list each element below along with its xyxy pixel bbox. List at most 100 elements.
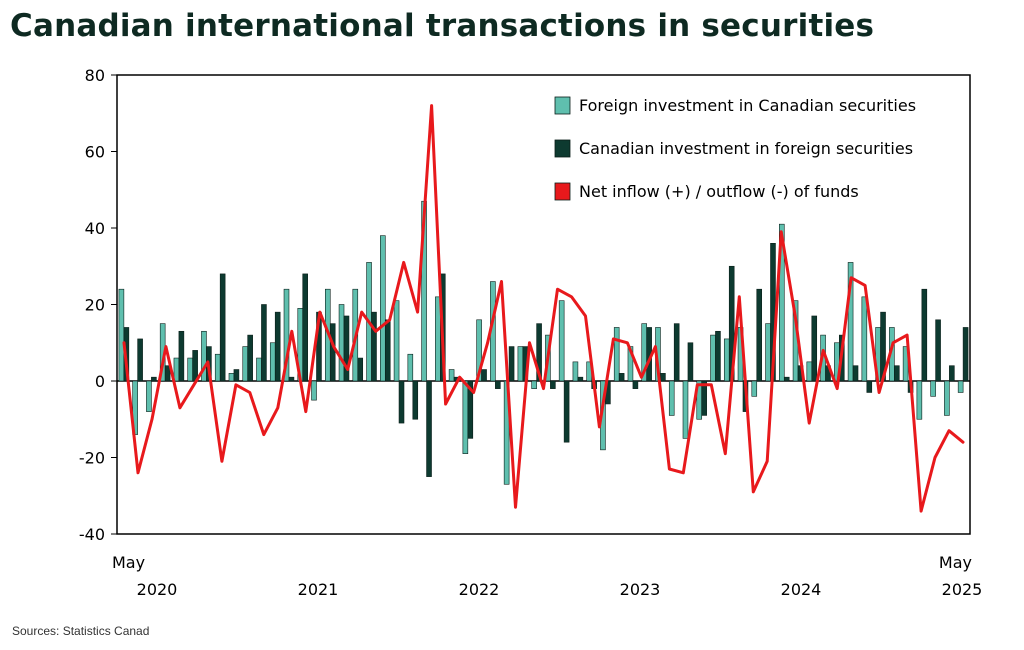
foreign-investment-bar	[448, 369, 455, 382]
foreign-investment-bar	[944, 380, 950, 416]
canadian-investment-bar	[894, 365, 900, 382]
canadian-investment-bar	[701, 380, 707, 416]
canadian-investment-bar	[811, 315, 818, 382]
foreign-investment-bar	[558, 300, 565, 382]
canadian-investment-bar	[467, 380, 474, 439]
canadian-investment-bar	[563, 380, 570, 443]
legend-label: Canadian investment in foreign securitie…	[579, 139, 913, 158]
foreign-investment-bar	[765, 323, 771, 382]
foreign-investment-bar	[572, 361, 579, 382]
foreign-investment-bar	[668, 380, 675, 416]
x-year-label: 2023	[620, 580, 661, 599]
y-tick-label: -20	[79, 449, 105, 468]
canadian-investment-bar	[274, 311, 281, 382]
foreign-investment-bar	[256, 357, 262, 382]
tick-label-layer: -40 -20 0 20 40 60 80 May May 2020 2021 2022 2023 202…	[79, 66, 983, 599]
foreign-investment-bar	[476, 319, 482, 382]
canadian-investment-bar	[508, 346, 515, 382]
foreign-investment-bar	[957, 380, 964, 393]
x-year-label: 2025	[942, 580, 983, 599]
foreign-investment-bar	[930, 380, 936, 397]
foreign-investment-bar	[173, 357, 180, 382]
foreign-investment-bar	[269, 342, 276, 382]
foreign-investment-bar	[517, 346, 524, 382]
foreign-investment-bar	[751, 380, 758, 397]
foreign-investment-bar	[311, 380, 317, 401]
canadian-investment-bar	[866, 380, 873, 393]
foreign-investment-bar	[146, 380, 152, 412]
canadian-investment-bar	[949, 365, 955, 382]
canadian-investment-bar	[687, 342, 694, 382]
canadian-investment-bar	[398, 380, 405, 424]
foreign-investment-bar	[380, 235, 386, 382]
page-title: Canadian international transactions in s…	[10, 8, 875, 44]
canadian-investment-bar	[962, 327, 969, 382]
canadian-investment-bar	[164, 365, 171, 382]
foreign-investment-bar	[710, 334, 716, 382]
bar-layer	[118, 200, 969, 485]
net-flow-line	[122, 104, 965, 513]
foreign-investment-bar	[283, 288, 290, 382]
canadian-investment-bar	[618, 373, 625, 382]
foreign-investment-bar	[531, 380, 537, 389]
legend-swatch	[554, 139, 571, 158]
canadian-investment-bar	[329, 323, 336, 382]
securities-chart: -40 -20 0 20 40 60 80 May May 2020 2021 2022 2023 202…	[79, 66, 983, 599]
foreign-investment-bar	[228, 373, 235, 382]
canadian-investment-bar	[921, 288, 928, 382]
canadian-investment-bar	[137, 338, 143, 382]
canadian-investment-bar	[660, 373, 666, 382]
y-tick-label: 0	[95, 372, 105, 391]
legend-label: Net inflow (+) / outflow (-) of funds	[579, 182, 859, 201]
canadian-investment-bar	[495, 380, 501, 389]
legend-label: Foreign investment in Canadian securitie…	[579, 96, 916, 115]
canadian-investment-bar	[219, 273, 226, 382]
foreign-investment-bar	[338, 304, 345, 382]
canadian-investment-bar	[481, 369, 487, 382]
source-note: Sources: Statistics Canad	[12, 624, 150, 638]
foreign-investment-bar	[187, 357, 193, 382]
canadian-investment-bar	[343, 315, 350, 382]
x-start-month-label: May	[112, 553, 145, 572]
canadian-investment-bar	[756, 288, 763, 382]
foreign-investment-bar	[613, 327, 620, 382]
foreign-investment-bar	[723, 338, 730, 382]
foreign-investment-bar	[242, 346, 249, 382]
y-tick-label: 80	[85, 66, 105, 85]
x-end-month-label: May	[939, 553, 972, 572]
x-year-label: 2021	[298, 580, 339, 599]
canadian-investment-bar	[426, 380, 432, 477]
x-year-label: 2020	[137, 580, 178, 599]
foreign-investment-bar	[118, 288, 125, 382]
canadian-investment-bar	[357, 357, 364, 382]
foreign-investment-bar	[407, 353, 414, 382]
canadian-investment-bar	[178, 330, 185, 382]
canadian-investment-bar	[384, 319, 391, 382]
canadian-investment-bar	[233, 369, 240, 382]
foreign-investment-bar	[806, 361, 813, 382]
x-year-label: 2022	[459, 580, 500, 599]
canadian-investment-bar	[673, 323, 680, 382]
plot-frame	[116, 74, 971, 535]
y-tick-label: 60	[85, 143, 105, 162]
foreign-investment-bar	[861, 296, 868, 382]
canadian-investment-bar	[412, 380, 419, 420]
line-layer	[122, 104, 965, 513]
canadian-investment-bar	[192, 350, 198, 382]
legend-swatch	[554, 96, 571, 115]
canadian-investment-bar	[550, 380, 556, 389]
foreign-investment-bar	[916, 380, 923, 420]
canadian-investment-bar	[151, 376, 157, 382]
canadian-investment-bar	[935, 319, 941, 382]
canadian-investment-bar	[247, 334, 253, 382]
canadian-investment-bar	[577, 376, 584, 382]
legend-swatch	[554, 182, 571, 201]
y-tick-label: 20	[85, 296, 105, 315]
foreign-investment-bar	[435, 296, 441, 382]
legend: Foreign investment in Canadian securitie…	[554, 96, 916, 201]
foreign-investment-bar	[214, 353, 221, 382]
y-tick-label: -40	[79, 525, 105, 544]
canadian-investment-bar	[261, 304, 267, 382]
canadian-investment-bar	[302, 273, 308, 382]
canadian-investment-bar	[632, 380, 639, 389]
